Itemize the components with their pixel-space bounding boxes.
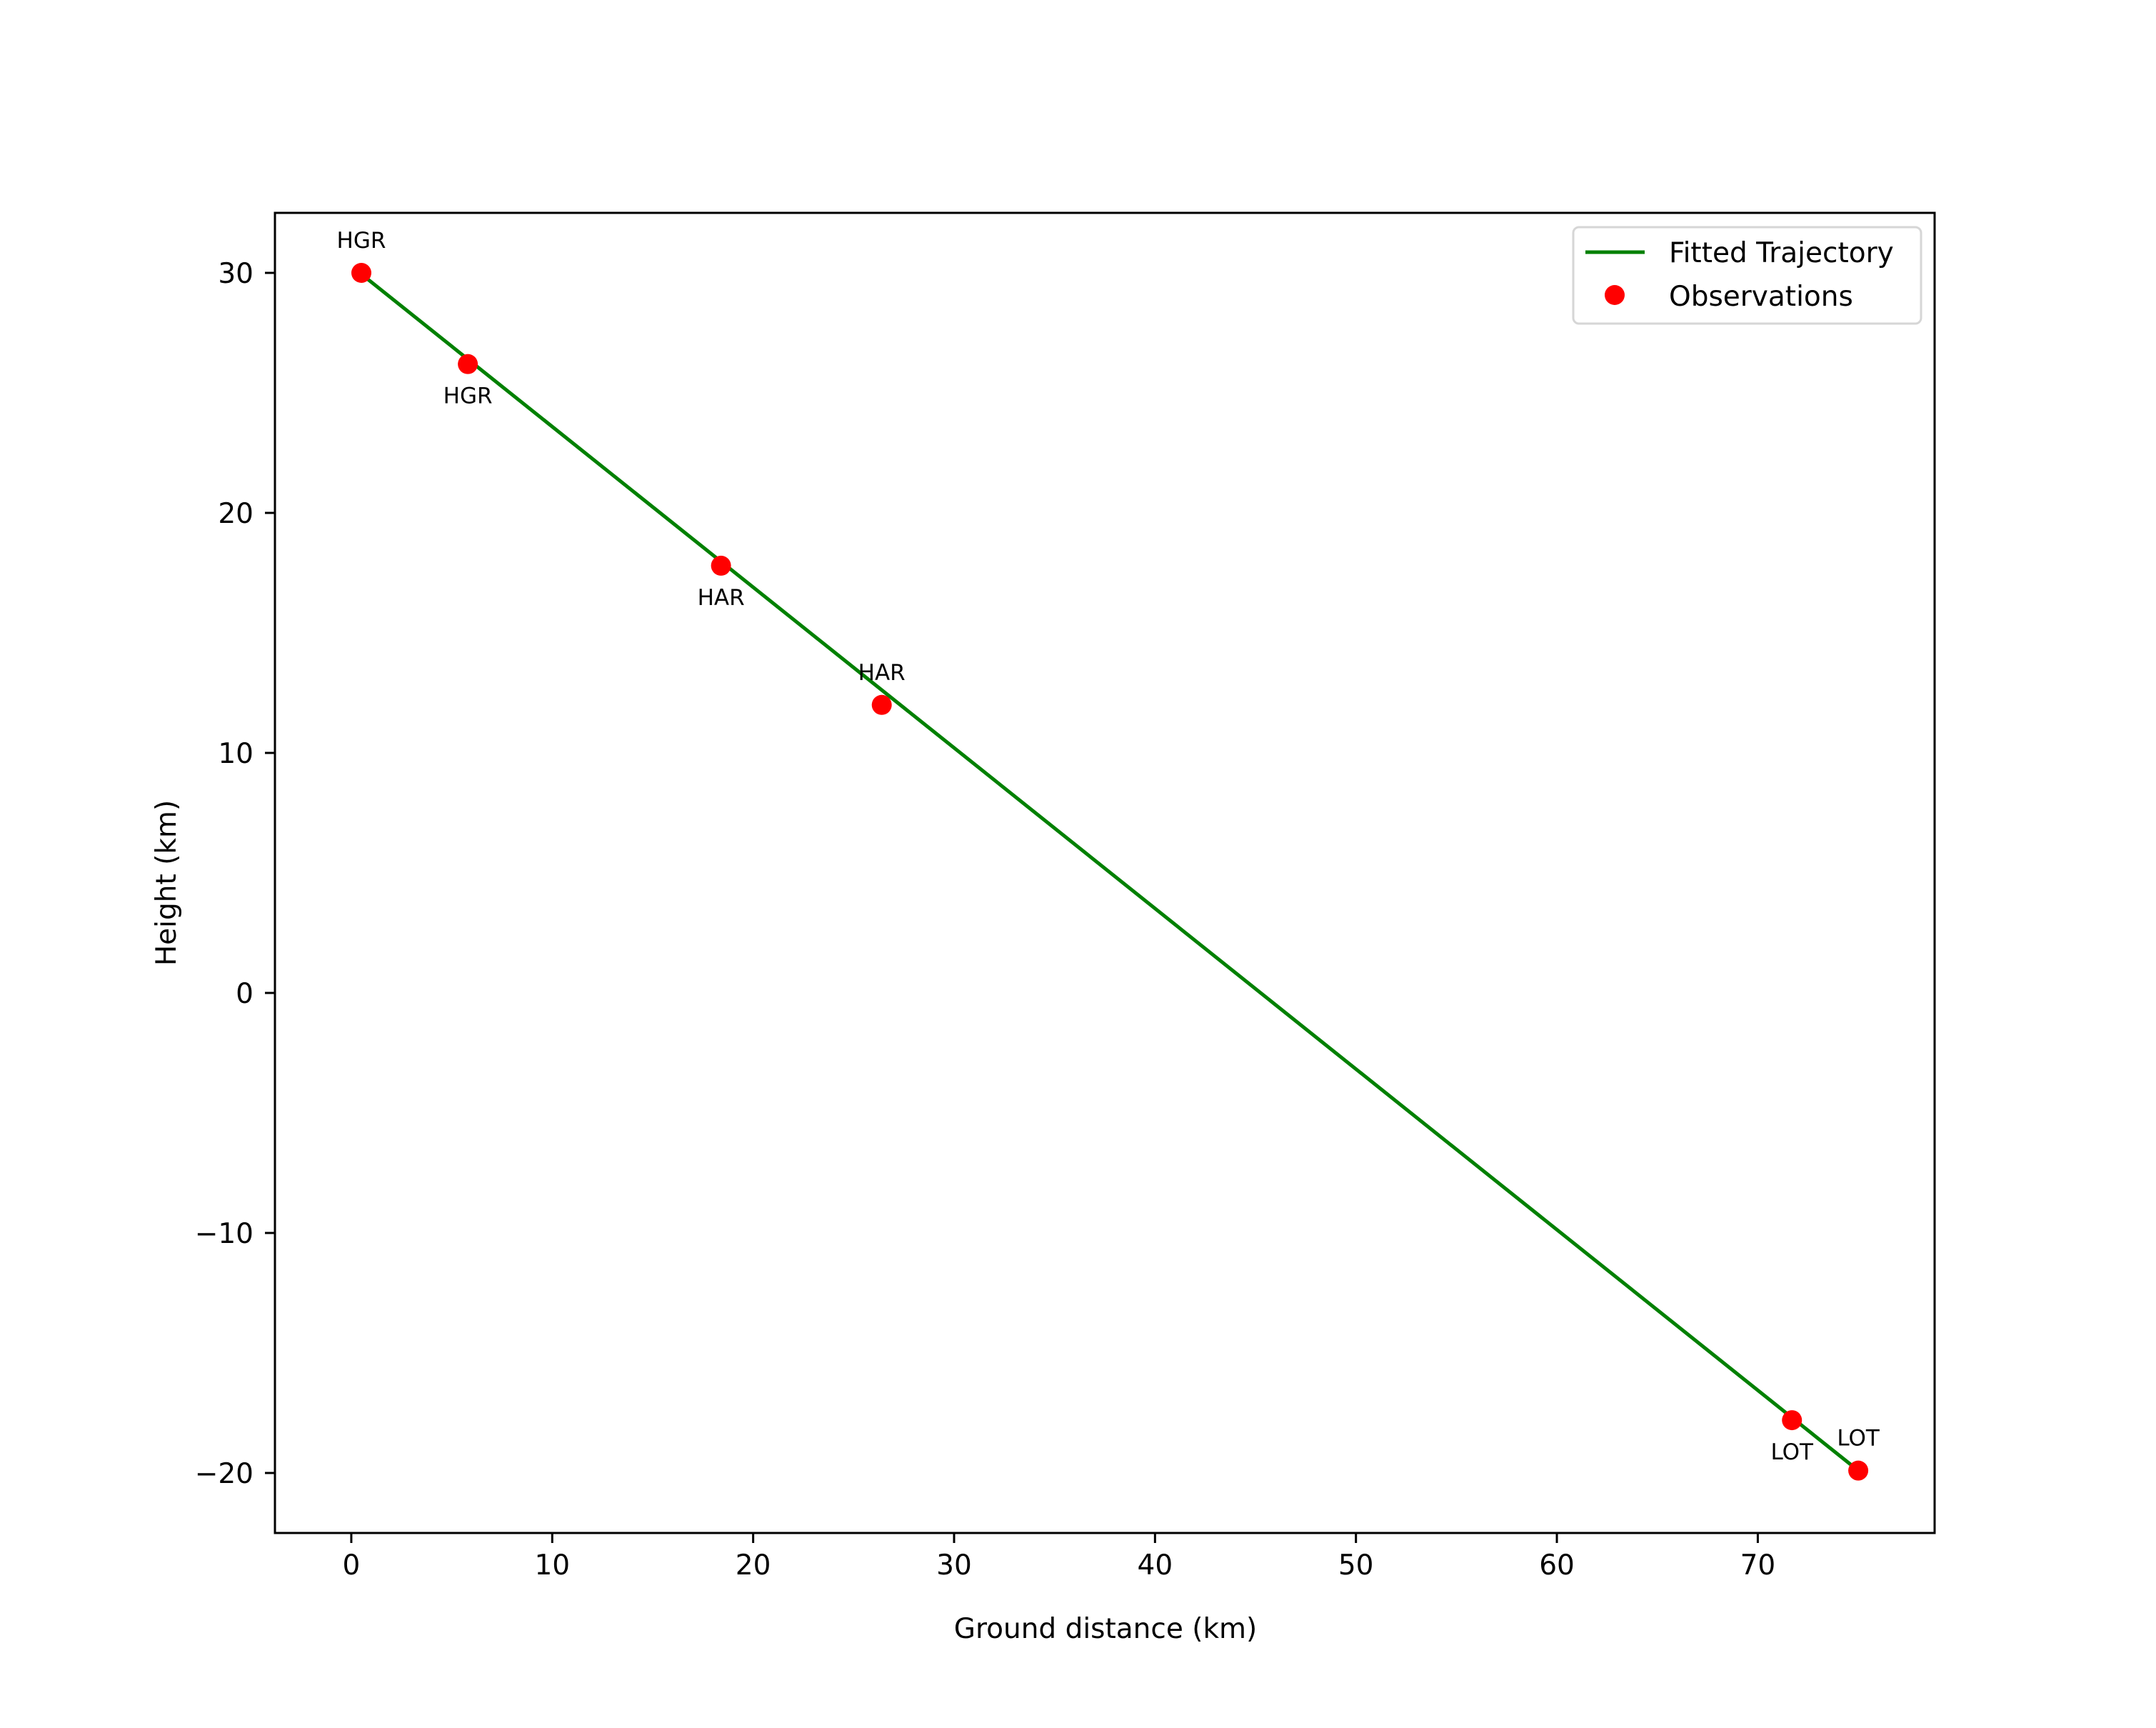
x-tick-label: 70 bbox=[1740, 1549, 1776, 1582]
x-tick-label: 20 bbox=[736, 1549, 771, 1582]
observation-point bbox=[711, 555, 731, 576]
x-tick-label: 60 bbox=[1539, 1549, 1575, 1582]
x-tick-label: 30 bbox=[936, 1549, 972, 1582]
axes-frame bbox=[274, 211, 1936, 1534]
y-axis-label: Height (km) bbox=[151, 800, 183, 966]
x-tick-label: 50 bbox=[1338, 1549, 1374, 1582]
legend-dot-swatch-icon bbox=[1605, 285, 1625, 305]
y-tick-label: 30 bbox=[218, 258, 254, 290]
observation-point bbox=[351, 263, 371, 283]
y-tick-label: −10 bbox=[195, 1218, 254, 1250]
y-axis-ticks: −20 −10 0 10 20 30 bbox=[195, 258, 275, 1490]
y-tick-label: 20 bbox=[218, 498, 254, 530]
station-label: HGR bbox=[337, 228, 386, 254]
observation-point bbox=[871, 694, 892, 715]
x-axis-label: Ground distance (km) bbox=[954, 1613, 1258, 1645]
station-label: LOT bbox=[1770, 1439, 1814, 1465]
observation-point bbox=[1848, 1460, 1869, 1481]
legend: Fitted Trajectory Observations bbox=[1572, 226, 1922, 325]
y-tick-label: 10 bbox=[218, 738, 254, 770]
plot-area: HGR HGR HAR HAR LOT LOT bbox=[274, 211, 1936, 1534]
fitted-trajectory-line bbox=[360, 272, 1860, 1472]
station-label: HAR bbox=[858, 660, 906, 686]
station-label: LOT bbox=[1837, 1426, 1880, 1452]
observation-point bbox=[1782, 1410, 1802, 1431]
y-tick-label: −20 bbox=[195, 1458, 254, 1490]
y-tick-label: 0 bbox=[236, 978, 254, 1010]
observation-point bbox=[458, 354, 478, 374]
station-label: HAR bbox=[698, 585, 745, 611]
legend-frame bbox=[1572, 226, 1922, 325]
legend-label-observations: Observations bbox=[1669, 281, 1853, 313]
x-tick-label: 0 bbox=[343, 1549, 361, 1582]
x-tick-label: 40 bbox=[1138, 1549, 1173, 1582]
x-tick-label: 10 bbox=[534, 1549, 570, 1582]
legend-label-fitted-trajectory: Fitted Trajectory bbox=[1669, 237, 1894, 269]
x-axis-ticks: 0 10 20 30 40 50 60 70 bbox=[343, 1533, 1776, 1582]
station-label: HGR bbox=[443, 384, 493, 409]
